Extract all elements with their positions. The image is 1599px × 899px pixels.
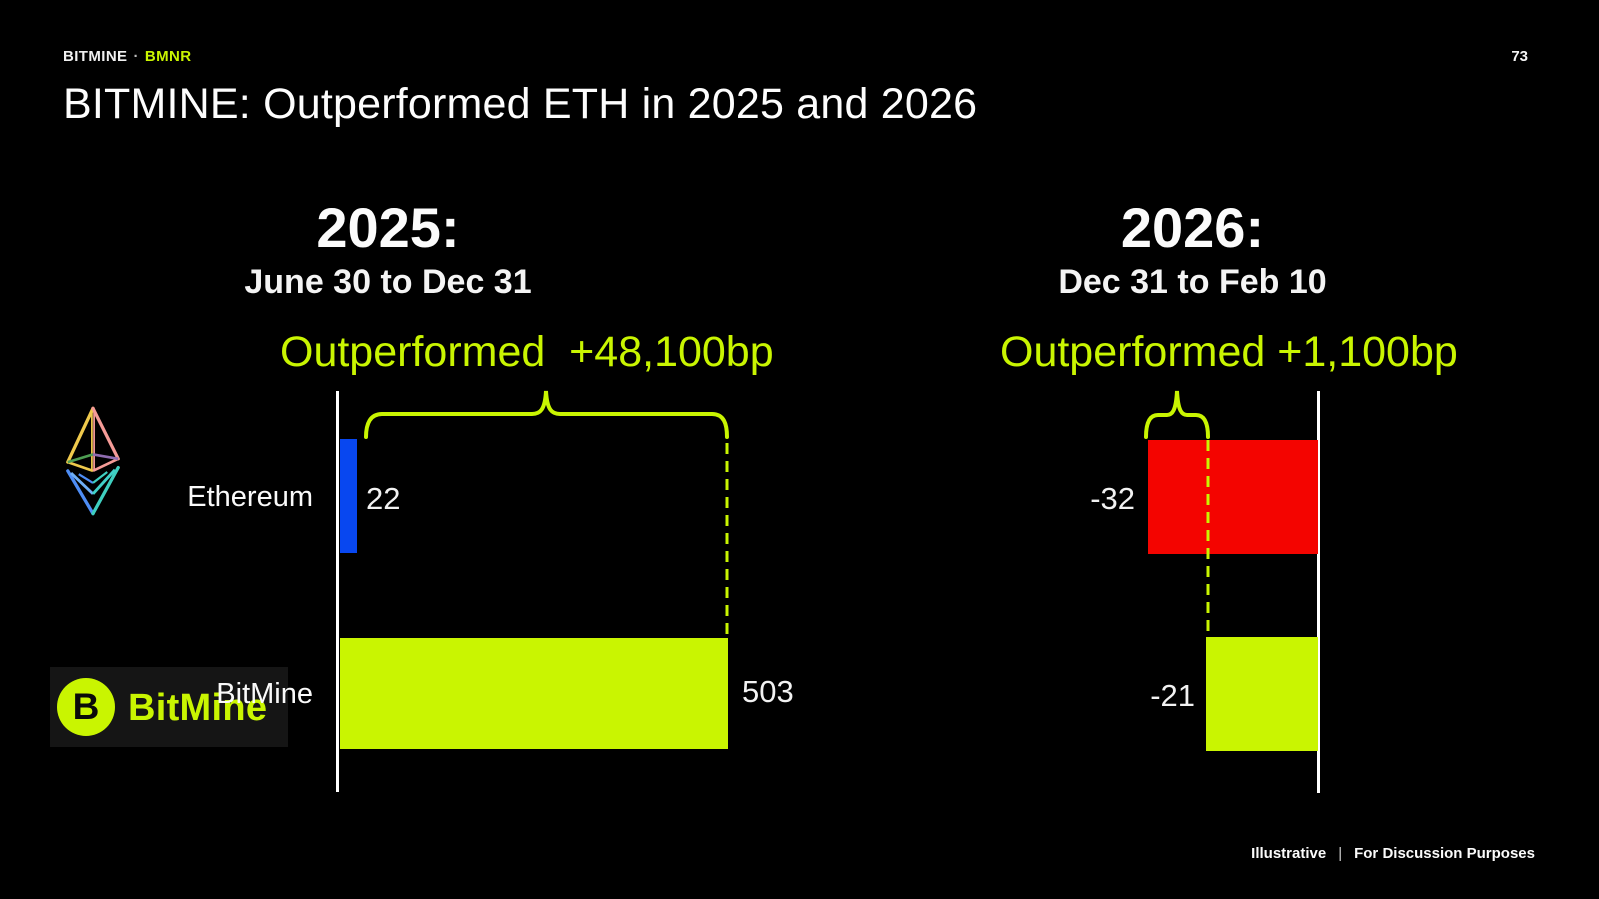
page-number: 73 [1511,48,1528,65]
ethereum-logo-icon [60,404,126,523]
brand-name: BITMINE [63,48,128,65]
left-brace [364,390,729,439]
outperformance-label-2026: Outperformed +1,100bp [1000,328,1458,376]
ethereum-bar-2026 [1148,440,1318,554]
footer-disclaimer: Illustrative | For Discussion Purposes [1251,845,1535,862]
footer-note-right: For Discussion Purposes [1354,845,1535,862]
ticker-label: BMNR [144,48,192,65]
outperformance-label-2025: Outperformed +48,100bp [280,328,774,376]
bitmine-bar-2025 [340,638,728,749]
breadcrumb: BITMINE · BMNR [63,48,191,65]
ethereum-bar-2025 [340,439,357,553]
value-label-eth-2025: 22 [366,481,401,516]
panel-2025-heading: 2025: June 30 to Dec 31 [180,196,596,301]
row-label-ethereum: Ethereum [187,481,313,513]
bitmine-wordmark: BitMine [128,687,268,729]
bitmine-monogram-icon: B [57,678,115,736]
bitmine-bar-2026 [1206,637,1318,751]
brand-separator: · [133,48,139,65]
value-label-bitmine-2026: -21 [1150,678,1195,713]
date-range-2025: June 30 to Dec 31 [244,263,532,301]
date-range-2026: Dec 31 to Feb 10 [1058,263,1327,301]
page-title: BITMINE: Outperformed ETH in 2025 and 20… [63,80,978,128]
year-label-2025: 2025: [316,196,460,259]
right-brace [1144,390,1210,439]
value-label-eth-2026: -32 [1090,481,1135,516]
row-label-bitmine: BitMine [216,678,313,710]
footer-separator: | [1338,845,1343,862]
right-chart-axis [1317,391,1320,793]
value-label-bitmine-2025: 503 [742,674,794,709]
left-chart-axis [336,391,339,792]
panel-2026-heading: 2026: Dec 31 to Feb 10 [990,196,1395,301]
footer-note-left: Illustrative [1251,845,1327,862]
year-label-2026: 2026: [1120,196,1265,259]
